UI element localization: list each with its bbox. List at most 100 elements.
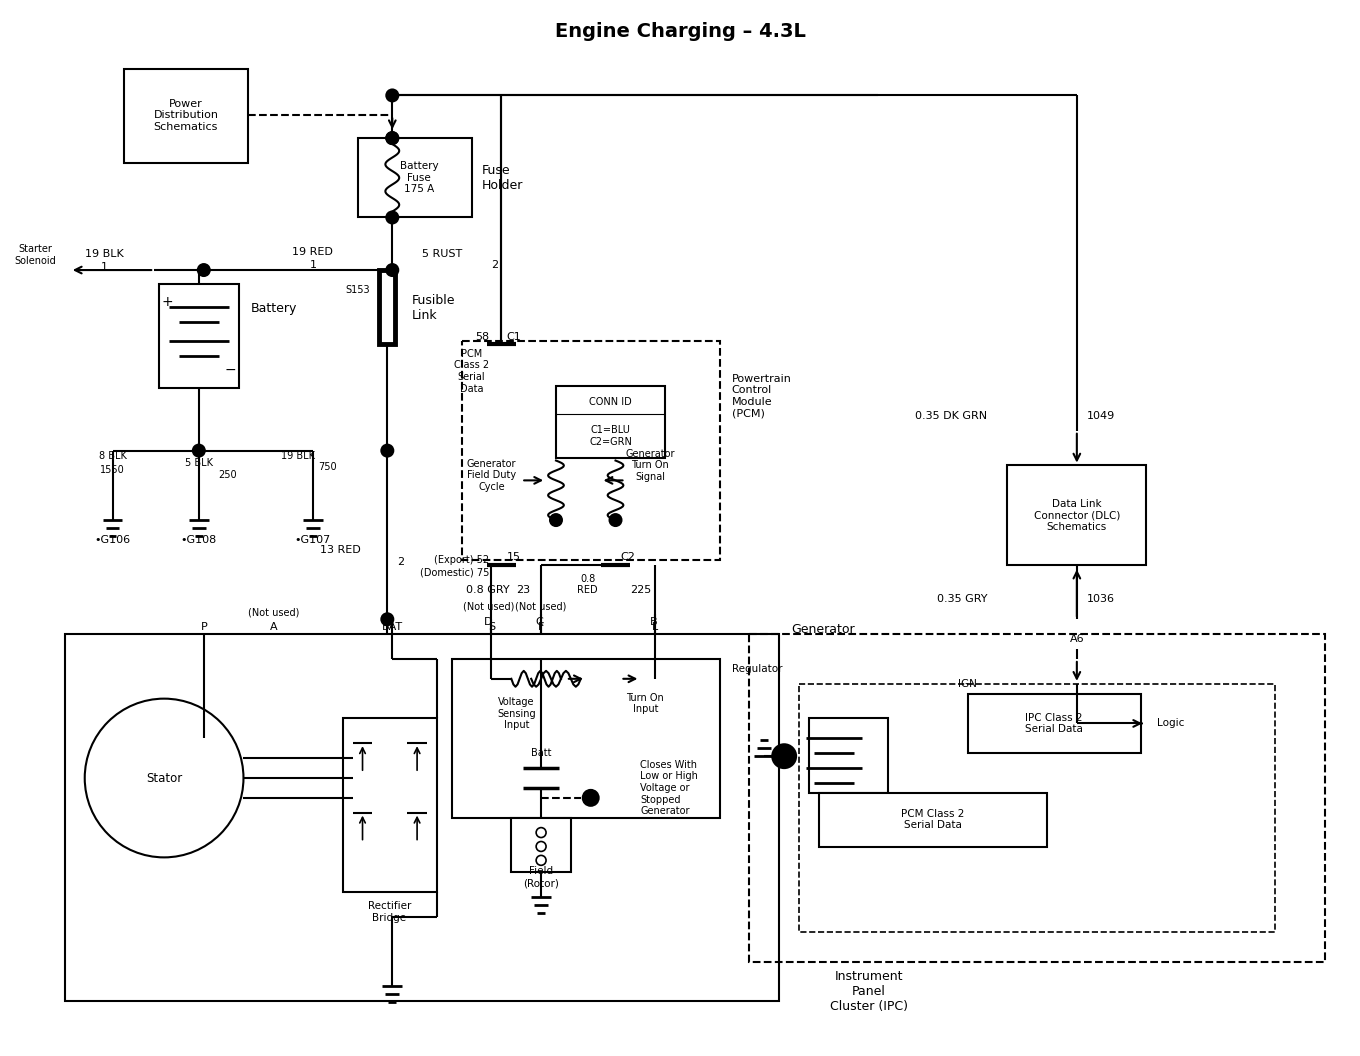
Bar xyxy=(358,138,472,218)
Text: S: S xyxy=(488,622,495,633)
Text: 250: 250 xyxy=(219,470,237,480)
Text: +: + xyxy=(162,295,173,308)
Text: Power
Distribution
Schematics: Power Distribution Schematics xyxy=(154,98,219,132)
Text: 5 RUST: 5 RUST xyxy=(422,249,462,259)
Text: CONN ID: CONN ID xyxy=(589,397,632,407)
Text: IPC Class 2
Serial Data: IPC Class 2 Serial Data xyxy=(1025,713,1083,734)
Text: PCM Class 2
Serial Data: PCM Class 2 Serial Data xyxy=(902,809,964,830)
Circle shape xyxy=(386,132,398,144)
Text: −: − xyxy=(224,363,237,377)
Text: Fusible
Link: Fusible Link xyxy=(412,294,456,322)
Text: (Not used): (Not used) xyxy=(248,607,299,618)
Circle shape xyxy=(583,790,598,806)
Text: B: B xyxy=(650,618,657,627)
Text: C1=BLU
C2=GRN: C1=BLU C2=GRN xyxy=(589,425,632,447)
Text: 8 BLK: 8 BLK xyxy=(98,451,126,460)
Text: Engine Charging – 4.3L: Engine Charging – 4.3L xyxy=(555,22,805,41)
Text: 1036: 1036 xyxy=(1087,595,1115,604)
Text: 5 BLK: 5 BLK xyxy=(185,457,212,468)
Text: Battery
Fuse
175 A: Battery Fuse 175 A xyxy=(400,162,438,194)
Bar xyxy=(452,659,719,817)
Text: 15: 15 xyxy=(506,552,521,562)
Text: •G107: •G107 xyxy=(295,535,330,545)
Bar xyxy=(511,817,571,872)
Text: Generator: Generator xyxy=(792,623,854,636)
Text: 750: 750 xyxy=(318,463,336,472)
Text: 1049: 1049 xyxy=(1087,411,1115,421)
Text: Fuse
Holder: Fuse Holder xyxy=(481,164,524,192)
Bar xyxy=(556,386,665,457)
Text: A: A xyxy=(269,622,277,633)
Circle shape xyxy=(386,90,398,101)
Text: 1: 1 xyxy=(101,262,107,272)
Text: Batt: Batt xyxy=(530,749,551,758)
Text: 2: 2 xyxy=(491,260,499,270)
Text: 19 BLK: 19 BLK xyxy=(282,451,316,460)
Text: Generator
Turn On
Signal: Generator Turn On Signal xyxy=(626,449,675,483)
Bar xyxy=(1008,466,1146,565)
Text: Powertrain
Control
Module
(PCM): Powertrain Control Module (PCM) xyxy=(732,374,792,418)
Text: L: L xyxy=(651,622,658,633)
Text: Turn On
Input: Turn On Input xyxy=(627,693,664,715)
Bar xyxy=(749,635,1325,962)
Text: BAT: BAT xyxy=(382,622,403,633)
Text: •G108: •G108 xyxy=(181,535,218,545)
Text: Starter
Solenoid: Starter Solenoid xyxy=(14,244,56,266)
Text: Rectifier
Bridge: Rectifier Bridge xyxy=(367,901,411,923)
Text: F: F xyxy=(539,622,544,633)
Text: 0.8 GRY: 0.8 GRY xyxy=(465,585,510,595)
Text: Data Link
Connector (DLC)
Schematics: Data Link Connector (DLC) Schematics xyxy=(1034,498,1121,532)
Bar xyxy=(809,718,888,793)
Text: Regulator: Regulator xyxy=(732,664,782,674)
Text: IGN: IGN xyxy=(959,679,976,689)
Text: C1: C1 xyxy=(506,332,521,341)
Circle shape xyxy=(386,211,398,224)
Circle shape xyxy=(772,744,796,768)
Text: 2: 2 xyxy=(397,557,404,567)
Text: A6: A6 xyxy=(1069,634,1084,644)
Text: PCM
Class 2
Serial
Data: PCM Class 2 Serial Data xyxy=(454,348,490,394)
Bar xyxy=(124,69,249,163)
Text: (Not used): (Not used) xyxy=(462,601,514,611)
Text: 23: 23 xyxy=(517,585,530,595)
Text: (Domestic) 75: (Domestic) 75 xyxy=(420,568,490,578)
Text: Logic: Logic xyxy=(1157,718,1185,729)
Text: 19 BLK: 19 BLK xyxy=(86,249,124,259)
Text: C: C xyxy=(536,618,543,627)
Text: D: D xyxy=(484,618,492,627)
Text: Generator
Field Duty
Cycle: Generator Field Duty Cycle xyxy=(466,458,517,492)
Text: 1: 1 xyxy=(310,260,317,270)
Bar xyxy=(800,684,1276,931)
Bar xyxy=(968,694,1141,753)
Text: 0.8
RED: 0.8 RED xyxy=(578,573,598,596)
Bar xyxy=(343,718,437,892)
Text: 58: 58 xyxy=(476,332,490,341)
Circle shape xyxy=(609,514,622,526)
Circle shape xyxy=(386,264,398,276)
Text: (Export) 52: (Export) 52 xyxy=(434,554,490,565)
Circle shape xyxy=(381,445,393,456)
Bar xyxy=(819,793,1047,848)
Text: Closes With
Low or High
Voltage or
Stopped
Generator: Closes With Low or High Voltage or Stopp… xyxy=(641,759,698,816)
Text: 1550: 1550 xyxy=(101,466,125,475)
Bar xyxy=(159,284,238,389)
Text: S153: S153 xyxy=(345,285,370,295)
Circle shape xyxy=(197,264,209,276)
Text: •G106: •G106 xyxy=(94,535,131,545)
Bar xyxy=(379,270,396,344)
Text: 0.35 DK GRN: 0.35 DK GRN xyxy=(915,411,987,421)
Bar xyxy=(65,635,779,1001)
Text: 0.35 GRY: 0.35 GRY xyxy=(937,595,987,604)
Text: Battery: Battery xyxy=(250,302,296,316)
Text: Instrument
Panel
Cluster (IPC): Instrument Panel Cluster (IPC) xyxy=(830,969,907,1013)
Text: 225: 225 xyxy=(631,585,651,595)
Text: Stator: Stator xyxy=(146,772,182,785)
Text: P: P xyxy=(200,622,207,633)
Text: Field
(Rotor): Field (Rotor) xyxy=(524,866,559,888)
Text: 19 RED: 19 RED xyxy=(292,247,333,258)
Circle shape xyxy=(549,514,562,526)
Circle shape xyxy=(381,614,393,625)
Circle shape xyxy=(386,132,398,144)
Text: Voltage
Sensing
Input: Voltage Sensing Input xyxy=(496,697,536,730)
Circle shape xyxy=(193,445,205,456)
